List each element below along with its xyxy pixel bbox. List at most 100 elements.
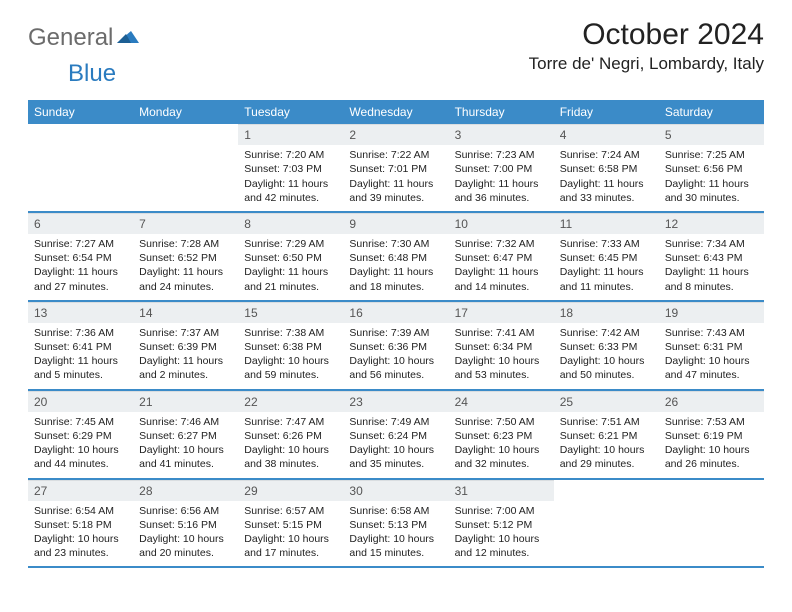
day-number: 6 [28,213,133,234]
day-details: Sunrise: 6:57 AMSunset: 5:15 PMDaylight:… [238,501,343,567]
day-cell: 28Sunrise: 6:56 AMSunset: 5:16 PMDayligh… [133,480,238,567]
day-details: Sunrise: 6:54 AMSunset: 5:18 PMDaylight:… [28,501,133,567]
day-details: Sunrise: 7:22 AMSunset: 7:01 PMDaylight:… [343,145,448,211]
day-cell: 31Sunrise: 7:00 AMSunset: 5:12 PMDayligh… [449,480,554,567]
sunset-line: Sunset: 6:26 PM [244,429,337,443]
day-details: Sunrise: 7:47 AMSunset: 6:26 PMDaylight:… [238,412,343,478]
day-cell: 25Sunrise: 7:51 AMSunset: 6:21 PMDayligh… [554,391,659,478]
day-number: 19 [659,302,764,323]
day-details: Sunrise: 7:49 AMSunset: 6:24 PMDaylight:… [343,412,448,478]
day-number: 21 [133,391,238,412]
day-cell: 13Sunrise: 7:36 AMSunset: 6:41 PMDayligh… [28,302,133,389]
day-number: 29 [238,480,343,501]
daylight-line: Daylight: 10 hours and 17 minutes. [244,532,337,560]
sunset-line: Sunset: 6:56 PM [665,162,758,176]
sunrise-line: Sunrise: 7:25 AM [665,148,758,162]
sunrise-line: Sunrise: 7:37 AM [139,326,232,340]
day-cell: 17Sunrise: 7:41 AMSunset: 6:34 PMDayligh… [449,302,554,389]
day-details: Sunrise: 7:43 AMSunset: 6:31 PMDaylight:… [659,323,764,389]
day-cell: 27Sunrise: 6:54 AMSunset: 5:18 PMDayligh… [28,480,133,567]
sunset-line: Sunset: 6:34 PM [455,340,548,354]
sunrise-line: Sunrise: 7:45 AM [34,415,127,429]
day-details: Sunrise: 7:38 AMSunset: 6:38 PMDaylight:… [238,323,343,389]
brand-word-1: General [28,24,113,52]
daylight-line: Daylight: 10 hours and 15 minutes. [349,532,442,560]
sunrise-line: Sunrise: 7:41 AM [455,326,548,340]
daylight-line: Daylight: 11 hours and 11 minutes. [560,265,653,293]
day-number: 15 [238,302,343,323]
daylight-line: Daylight: 11 hours and 39 minutes. [349,177,442,205]
month-title: October 2024 [529,18,764,52]
day-cell: 14Sunrise: 7:37 AMSunset: 6:39 PMDayligh… [133,302,238,389]
day-cell: 20 Sunrise: 7:45 AMSunset: 6:29 PMDayligh… [28,391,133,478]
day-number: 18 [554,302,659,323]
sunset-line: Sunset: 6:31 PM [665,340,758,354]
sunset-line: Sunset: 7:00 PM [455,162,548,176]
logo-triangle-icon [117,29,139,50]
sunset-line: Sunset: 6:48 PM [349,251,442,265]
sunset-line: Sunset: 6:58 PM [560,162,653,176]
day-cell: 5Sunrise: 7:25 AMSunset: 6:56 PMDaylight… [659,124,764,211]
sunset-line: Sunset: 6:24 PM [349,429,442,443]
sunset-line: Sunset: 6:19 PM [665,429,758,443]
sunset-line: Sunset: 6:27 PM [139,429,232,443]
day-cell: 30Sunrise: 6:58 AMSunset: 5:13 PMDayligh… [343,480,448,567]
sunrise-line: Sunrise: 7:20 AM [244,148,337,162]
day-cell: 29Sunrise: 6:57 AMSunset: 5:15 PMDayligh… [238,480,343,567]
daylight-line: Daylight: 10 hours and 50 minutes. [560,354,653,382]
sunset-line: Sunset: 6:36 PM [349,340,442,354]
day-number: 12 [659,213,764,234]
daylight-line: Daylight: 11 hours and 42 minutes. [244,177,337,205]
sunrise-line: Sunrise: 7:36 AM [34,326,127,340]
day-cell: 18Sunrise: 7:42 AMSunset: 6:33 PMDayligh… [554,302,659,389]
week-row: 27Sunrise: 6:54 AMSunset: 5:18 PMDayligh… [28,480,764,569]
sunrise-line: Sunrise: 7:53 AM [665,415,758,429]
daylight-line: Daylight: 10 hours and 53 minutes. [455,354,548,382]
sunset-line: Sunset: 6:39 PM [139,340,232,354]
sunrise-line: Sunrise: 7:47 AM [244,415,337,429]
day-number: 22 [238,391,343,412]
daylight-line: Daylight: 10 hours and 26 minutes. [665,443,758,471]
brand-word-2: Blue [68,60,116,87]
daylight-line: Daylight: 10 hours and 12 minutes. [455,532,548,560]
day-cell: 7Sunrise: 7:28 AMSunset: 6:52 PMDaylight… [133,213,238,300]
weekday-header: Monday [133,100,238,124]
sunset-line: Sunset: 5:13 PM [349,518,442,532]
sunset-line: Sunset: 6:23 PM [455,429,548,443]
day-details: Sunrise: 7:36 AMSunset: 6:41 PMDaylight:… [28,323,133,389]
day-number: 27 [28,480,133,501]
day-number: 1 [238,124,343,145]
day-cell: 8Sunrise: 7:29 AMSunset: 6:50 PMDaylight… [238,213,343,300]
day-details: Sunrise: 7:32 AMSunset: 6:47 PMDaylight:… [449,234,554,300]
daylight-line: Daylight: 11 hours and 36 minutes. [455,177,548,205]
weekday-header: Wednesday [343,100,448,124]
daylight-line: Daylight: 10 hours and 41 minutes. [139,443,232,471]
daylight-line: Daylight: 11 hours and 2 minutes. [139,354,232,382]
day-number: 24 [449,391,554,412]
sunrise-line: Sunrise: 7:49 AM [349,415,442,429]
daylight-line: Daylight: 10 hours and 47 minutes. [665,354,758,382]
day-number: 25 [554,391,659,412]
day-number: 20 [28,391,133,412]
day-cell: 1Sunrise: 7:20 AMSunset: 7:03 PMDaylight… [238,124,343,211]
day-cell [133,124,238,211]
day-details: Sunrise: 6:58 AMSunset: 5:13 PMDaylight:… [343,501,448,567]
day-number: 26 [659,391,764,412]
day-number: 4 [554,124,659,145]
sunset-line: Sunset: 6:43 PM [665,251,758,265]
daylight-line: Daylight: 10 hours and 44 minutes. [34,443,127,471]
weekday-header: Thursday [449,100,554,124]
day-details: Sunrise: 7:51 AMSunset: 6:21 PMDaylight:… [554,412,659,478]
day-cell: 22Sunrise: 7:47 AMSunset: 6:26 PMDayligh… [238,391,343,478]
sunrise-line: Sunrise: 7:28 AM [139,237,232,251]
sunrise-line: Sunrise: 7:50 AM [455,415,548,429]
day-number: 14 [133,302,238,323]
week-row: 6Sunrise: 7:27 AMSunset: 6:54 PMDaylight… [28,213,764,302]
day-details: Sunrise: 7:37 AMSunset: 6:39 PMDaylight:… [133,323,238,389]
day-cell: 10Sunrise: 7:32 AMSunset: 6:47 PMDayligh… [449,213,554,300]
weekday-header: Tuesday [238,100,343,124]
day-number: 30 [343,480,448,501]
day-cell [28,124,133,211]
sunrise-line: Sunrise: 7:33 AM [560,237,653,251]
sunset-line: Sunset: 6:29 PM [34,429,127,443]
